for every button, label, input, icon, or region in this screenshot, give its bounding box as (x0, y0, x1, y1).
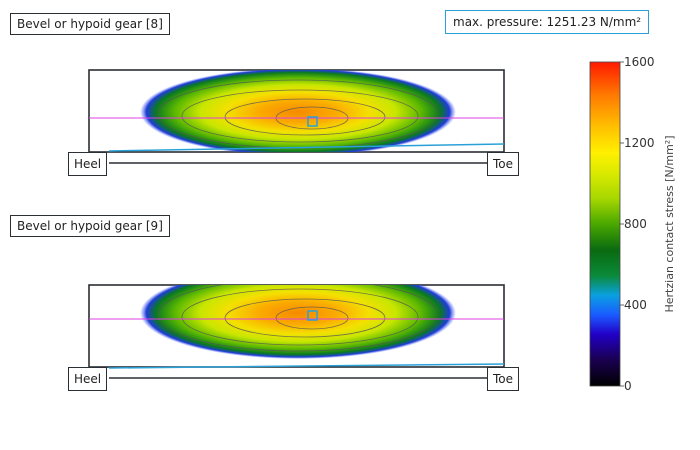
max-pressure-label: max. pressure: 1251.23 N/mm² (445, 10, 650, 34)
gear-title-9: Bevel or hypoid gear [9] (10, 215, 170, 237)
contact-ellipse-9 (140, 285, 456, 359)
colorbar-tick-400: 400 (624, 298, 647, 312)
root-line-8 (108, 143, 505, 152)
colorbar-tick-800: 800 (624, 217, 647, 231)
root-line-9 (108, 363, 505, 369)
toe-label-9: Toe (487, 367, 520, 391)
heel-label-9: Heel (68, 367, 108, 391)
max-pressure-marker-8 (307, 116, 318, 127)
gear-title-8: Bevel or hypoid gear [8] (10, 13, 170, 35)
colorbar (589, 61, 621, 387)
heel-label-8: Heel (68, 152, 108, 176)
contact-ellipse-8 (140, 70, 456, 152)
colorbar-tick-1200: 1200 (624, 136, 655, 150)
colorbar-tick-0: 0 (624, 379, 632, 393)
colorbar-tick-1600: 1600 (624, 55, 655, 69)
toe-label-8: Toe (487, 152, 520, 176)
max-pressure-marker-9 (307, 310, 318, 321)
colorbar-title: Hertzian contact stress [N/mm²] (663, 136, 676, 313)
